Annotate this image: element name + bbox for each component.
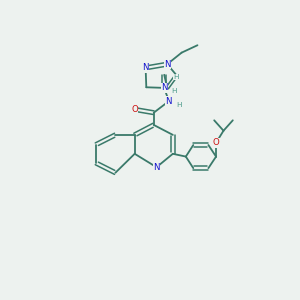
Text: N: N	[142, 63, 149, 72]
Text: O: O	[131, 105, 138, 114]
Text: H: H	[171, 88, 176, 94]
Text: N: N	[161, 83, 167, 92]
Text: N: N	[166, 97, 172, 106]
Text: H: H	[176, 102, 182, 108]
Text: N: N	[153, 163, 160, 172]
Text: N: N	[164, 60, 170, 69]
Text: H: H	[173, 74, 178, 80]
Text: O: O	[213, 138, 219, 147]
